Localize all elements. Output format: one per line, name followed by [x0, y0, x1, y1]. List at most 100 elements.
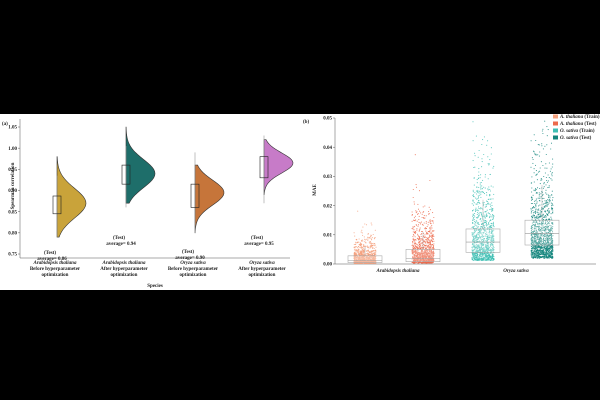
point	[474, 192, 476, 194]
point	[420, 259, 422, 261]
point	[419, 244, 421, 246]
point	[478, 234, 480, 236]
point	[430, 240, 432, 242]
point	[369, 242, 371, 244]
point	[425, 222, 427, 224]
point	[374, 258, 376, 260]
point	[363, 245, 365, 247]
point	[483, 201, 485, 203]
point	[531, 217, 533, 219]
violin-2-species: Arabidopsis thaliana	[102, 261, 146, 266]
point	[417, 253, 419, 255]
legend-label-2: A. thaliana (Test)	[559, 122, 597, 127]
point	[472, 218, 474, 220]
point	[489, 190, 492, 192]
point	[366, 238, 368, 240]
point	[419, 260, 421, 262]
point	[533, 134, 535, 136]
point	[359, 253, 361, 256]
point	[373, 238, 375, 240]
point	[487, 201, 489, 203]
point	[534, 256, 536, 258]
point	[365, 253, 367, 255]
point	[473, 255, 475, 257]
point	[417, 253, 419, 256]
point	[533, 256, 535, 258]
violin-3-condition: Before hyperparameter	[168, 267, 219, 272]
point	[419, 245, 421, 247]
point	[543, 254, 545, 256]
point	[531, 218, 533, 220]
point	[490, 224, 492, 227]
point	[492, 234, 494, 236]
point	[471, 222, 474, 224]
point	[476, 221, 478, 223]
point	[357, 256, 359, 258]
point	[420, 244, 422, 246]
point	[536, 254, 538, 256]
point	[551, 166, 553, 168]
point	[373, 248, 375, 250]
point	[552, 253, 554, 256]
point	[531, 254, 533, 256]
point	[483, 193, 486, 195]
point	[476, 225, 478, 227]
point	[370, 246, 372, 248]
point	[353, 257, 355, 259]
point	[488, 164, 490, 166]
point	[492, 198, 494, 200]
point	[532, 202, 534, 205]
point	[480, 207, 482, 209]
point	[534, 245, 536, 247]
point	[480, 214, 483, 216]
point	[542, 208, 544, 210]
point	[478, 255, 480, 258]
point	[370, 262, 372, 264]
point	[531, 255, 533, 258]
point	[488, 225, 490, 227]
point	[551, 194, 553, 196]
point	[492, 222, 494, 224]
panel-a-ytick-label: 1.00	[8, 147, 17, 152]
panel-b-points	[353, 120, 554, 265]
point	[487, 224, 489, 226]
point	[473, 219, 475, 221]
point	[355, 241, 357, 243]
point	[417, 225, 419, 227]
point	[423, 232, 425, 234]
point	[538, 199, 540, 202]
point	[372, 242, 374, 245]
point	[472, 140, 474, 142]
point	[538, 192, 540, 194]
point	[478, 208, 480, 210]
point	[363, 259, 365, 261]
point	[478, 213, 480, 215]
point	[546, 213, 548, 215]
point	[361, 257, 363, 259]
point	[534, 202, 536, 205]
point	[476, 256, 478, 259]
point	[481, 226, 483, 228]
point	[419, 247, 421, 249]
point	[478, 186, 480, 188]
point	[360, 244, 362, 246]
panel-b-xcat-2: Oryza sativa	[503, 269, 529, 274]
point	[484, 187, 486, 189]
point	[490, 147, 492, 149]
point	[548, 251, 550, 253]
point	[472, 210, 474, 212]
point	[548, 185, 550, 187]
point	[488, 163, 490, 165]
point	[361, 239, 363, 241]
point	[538, 193, 540, 196]
panel-b-xcat-1: Arabidopsis thaliana	[376, 269, 420, 274]
point	[535, 246, 537, 248]
point	[480, 186, 482, 188]
point	[489, 226, 492, 228]
panel-a-label: (a)	[2, 122, 8, 127]
point	[478, 174, 480, 176]
point	[432, 233, 434, 235]
point	[489, 159, 491, 161]
point	[363, 247, 365, 249]
point	[536, 202, 538, 204]
